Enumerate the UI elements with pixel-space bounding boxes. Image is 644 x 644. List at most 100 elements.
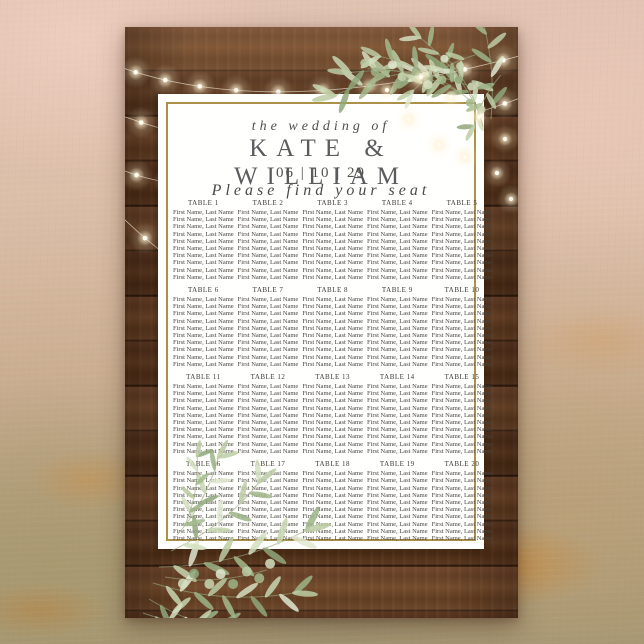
table-label: TABLE 18 (315, 460, 351, 469)
guest-name-line: First Name, Last Name (302, 223, 363, 231)
table-block: TABLE 7 First Name, Last Name First Name, … (238, 286, 299, 368)
guest-name-line: First Name, Last Name (173, 339, 234, 347)
guest-name-line: First Name, Last Name (237, 520, 299, 528)
guest-name-line: First Name, Last Name (431, 440, 493, 448)
guest-name-line: First Name, Last Name (302, 419, 363, 427)
guest-name-line: First Name, Last Name (366, 252, 428, 260)
guest-name-line: First Name, Last Name (173, 353, 234, 361)
table-label: TABLE 5 (446, 199, 478, 207)
guest-name-line: First Name, Last Name (173, 433, 234, 441)
guest-name-line: First Name, Last Name (237, 237, 299, 245)
guest-name-line: First Name, Last Name (173, 397, 234, 405)
guest-name-line: First Name, Last Name (302, 259, 363, 267)
guest-name-line: First Name, Last Name (431, 209, 493, 216)
guest-name-line: First Name, Last Name (173, 426, 234, 434)
seating-chart-poster: the wedding of KATE & WILLIAM 06 | 10 | … (125, 27, 518, 618)
guest-name-line: First Name, Last Name (366, 296, 428, 304)
table-block: TABLE 5 First Name, Last Name First Name, … (432, 199, 493, 281)
table-block: TABLE 12 First Name, Last Name First Name,… (238, 373, 299, 455)
guest-name-line: First Name, Last Name (302, 433, 363, 441)
guest-name-line: First Name, Last Name (366, 470, 428, 478)
table-label: TABLE 13 (315, 373, 351, 382)
table-block: TABLE 18 First Name, Last Name First Name,… (302, 460, 363, 542)
guest-name-line: First Name, Last Name (431, 245, 493, 253)
guest-name-line: First Name, Last Name (173, 419, 234, 427)
table-label: TABLE 3 (317, 199, 349, 207)
guest-name-line: First Name, Last Name (302, 324, 363, 332)
table-label: TABLE 15 (444, 373, 480, 382)
table-block: TABLE 1 First Name, Last Name First Name, … (173, 199, 234, 281)
guest-name-line: First Name, Last Name (302, 498, 363, 506)
guest-name-line: First Name, Last Name (237, 360, 299, 368)
table-label: TABLE 4 (381, 199, 413, 207)
guest-name-line: First Name, Last Name (173, 296, 234, 304)
guest-name-line: First Name, Last Name (237, 426, 299, 434)
guest-name-line: First Name, Last Name (366, 237, 428, 245)
guest-name-line: First Name, Last Name (237, 498, 299, 506)
guest-name-line: First Name, Last Name (237, 477, 299, 485)
guest-name-line: First Name, Last Name (431, 527, 493, 535)
guest-name-line: First Name, Last Name (366, 411, 428, 419)
guest-name-line: First Name, Last Name (431, 498, 493, 506)
guest-name-line: First Name, Last Name (366, 273, 428, 281)
guest-name-line: First Name, Last Name (366, 259, 428, 267)
guest-name-line: First Name, Last Name (431, 259, 493, 267)
guest-name-line: First Name, Last Name (237, 513, 299, 521)
guest-name-line: First Name, Last Name (366, 390, 428, 398)
guest-name-line: First Name, Last Name (302, 237, 363, 245)
guest-name-line: First Name, Last Name (237, 216, 299, 224)
guest-name-line: First Name, Last Name (302, 310, 363, 318)
guest-name-line: First Name, Last Name (302, 216, 363, 224)
guest-name-line: First Name, Last Name (173, 230, 234, 238)
guest-name-line: First Name, Last Name (237, 303, 299, 311)
guest-name-line: First Name, Last Name (173, 266, 234, 274)
guest-name-line: First Name, Last Name (431, 296, 493, 304)
guest-name-line: First Name, Last Name (237, 230, 299, 238)
guest-name-line: First Name, Last Name (237, 383, 299, 391)
guest-name-line: First Name, Last Name (302, 470, 363, 478)
table-block: TABLE 16 First Name, Last Name First Name,… (173, 460, 234, 542)
guest-name-line: First Name, Last Name (237, 324, 299, 332)
wedding-date: 06 | 10 | 29 (275, 165, 366, 181)
guest-name-line: First Name, Last Name (237, 484, 299, 492)
guest-name-line: First Name, Last Name (431, 266, 493, 274)
guest-name-line: First Name, Last Name (431, 223, 493, 231)
guest-name-line: First Name, Last Name (302, 484, 363, 492)
guest-name-line: First Name, Last Name (173, 404, 234, 412)
guest-name-line: First Name, Last Name (366, 346, 428, 354)
guest-name-line: First Name, Last Name (431, 419, 493, 427)
guest-name-line: First Name, Last Name (302, 477, 363, 485)
guest-name-line: First Name, Last Name (431, 433, 493, 441)
table-block: TABLE 6 First Name, Last Name First Name, … (173, 286, 234, 368)
guest-name-line: First Name, Last Name (366, 426, 428, 434)
guest-name-line: First Name, Last Name (302, 447, 363, 455)
guest-name-line: First Name, Last Name (366, 491, 428, 499)
seating-chart-panel: the wedding of KATE & WILLIAM 06 | 10 | … (158, 94, 492, 549)
guest-name-line: First Name, Last Name (173, 506, 234, 514)
guest-name-line: First Name, Last Name (173, 303, 234, 311)
guest-name-line: First Name, Last Name (431, 303, 493, 311)
guest-name-line: First Name, Last Name (431, 360, 493, 368)
guest-name-line: First Name, Last Name (173, 411, 234, 419)
guest-name-line: First Name, Last Name (173, 310, 234, 318)
seating-grid: TABLE 1 First Name, Last Name First Name, … (173, 199, 492, 542)
table-label: TABLE 7 (252, 286, 284, 295)
guest-name-line: First Name, Last Name (237, 433, 299, 441)
guest-name-line: First Name, Last Name (431, 353, 493, 361)
guest-name-line: First Name, Last Name (431, 346, 493, 354)
guest-name-line: First Name, Last Name (431, 230, 493, 238)
guest-name-line: First Name, Last Name (431, 397, 493, 405)
guest-name-line: First Name, Last Name (173, 484, 234, 492)
guest-name-line: First Name, Last Name (173, 491, 234, 499)
guest-name-line: First Name, Last Name (366, 310, 428, 318)
table-label: TABLE 1 (187, 199, 219, 207)
guest-name-line: First Name, Last Name (237, 259, 299, 267)
guest-name-line: First Name, Last Name (366, 527, 428, 535)
guest-name-line: First Name, Last Name (302, 266, 363, 274)
guest-name-line: First Name, Last Name (366, 498, 428, 506)
table-block: TABLE 17 First Name, Last Name First Name,… (238, 460, 299, 542)
guest-name-line: First Name, Last Name (431, 339, 493, 347)
guest-name-line: First Name, Last Name (366, 513, 428, 521)
guest-name-line: First Name, Last Name (431, 513, 493, 521)
guest-name-line: First Name, Last Name (302, 513, 363, 521)
